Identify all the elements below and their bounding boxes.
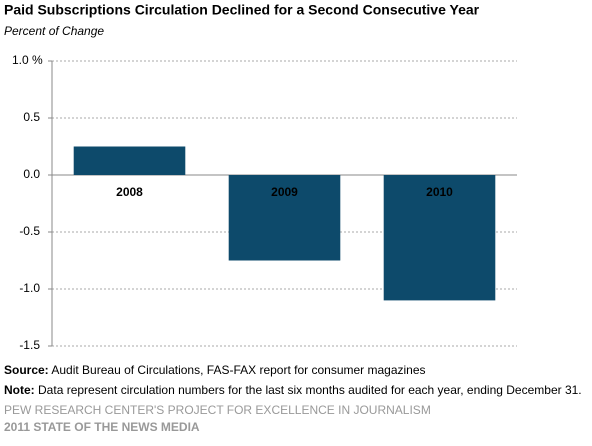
bar [228, 175, 341, 261]
y-tick-label: 1.0 % [12, 53, 43, 67]
chart-subtitle: Percent of Change [4, 24, 104, 38]
note-text: Data represent circulation numbers for t… [38, 383, 582, 397]
source: Source: Audit Bureau of Circulations, FA… [4, 363, 426, 377]
note: Note: Data represent circulation numbers… [4, 383, 582, 397]
chart-title: Paid Subscriptions Circulation Declined … [4, 2, 480, 18]
source-label: Source: [4, 363, 49, 377]
note-label: Note: [4, 383, 35, 397]
y-tick-label: -1.5 [19, 338, 40, 352]
bar [73, 146, 186, 175]
x-tick-label: 2009 [271, 185, 298, 199]
source-text: Audit Bureau of Circulations, FAS-FAX re… [51, 363, 425, 377]
bar [383, 175, 496, 301]
x-tick-label: 2010 [426, 185, 453, 199]
y-tick-label: -0.5 [19, 224, 40, 238]
y-tick-label: 0.0 [23, 167, 40, 181]
footer-line: 2011 STATE OF THE NEWS MEDIA [4, 420, 200, 434]
footer-line: PEW RESEARCH CENTER'S PROJECT FOR EXCELL… [4, 403, 431, 417]
x-tick-label: 2008 [116, 185, 143, 199]
y-tick-label: 0.5 [23, 110, 40, 124]
y-tick-label: -1.0 [19, 281, 40, 295]
